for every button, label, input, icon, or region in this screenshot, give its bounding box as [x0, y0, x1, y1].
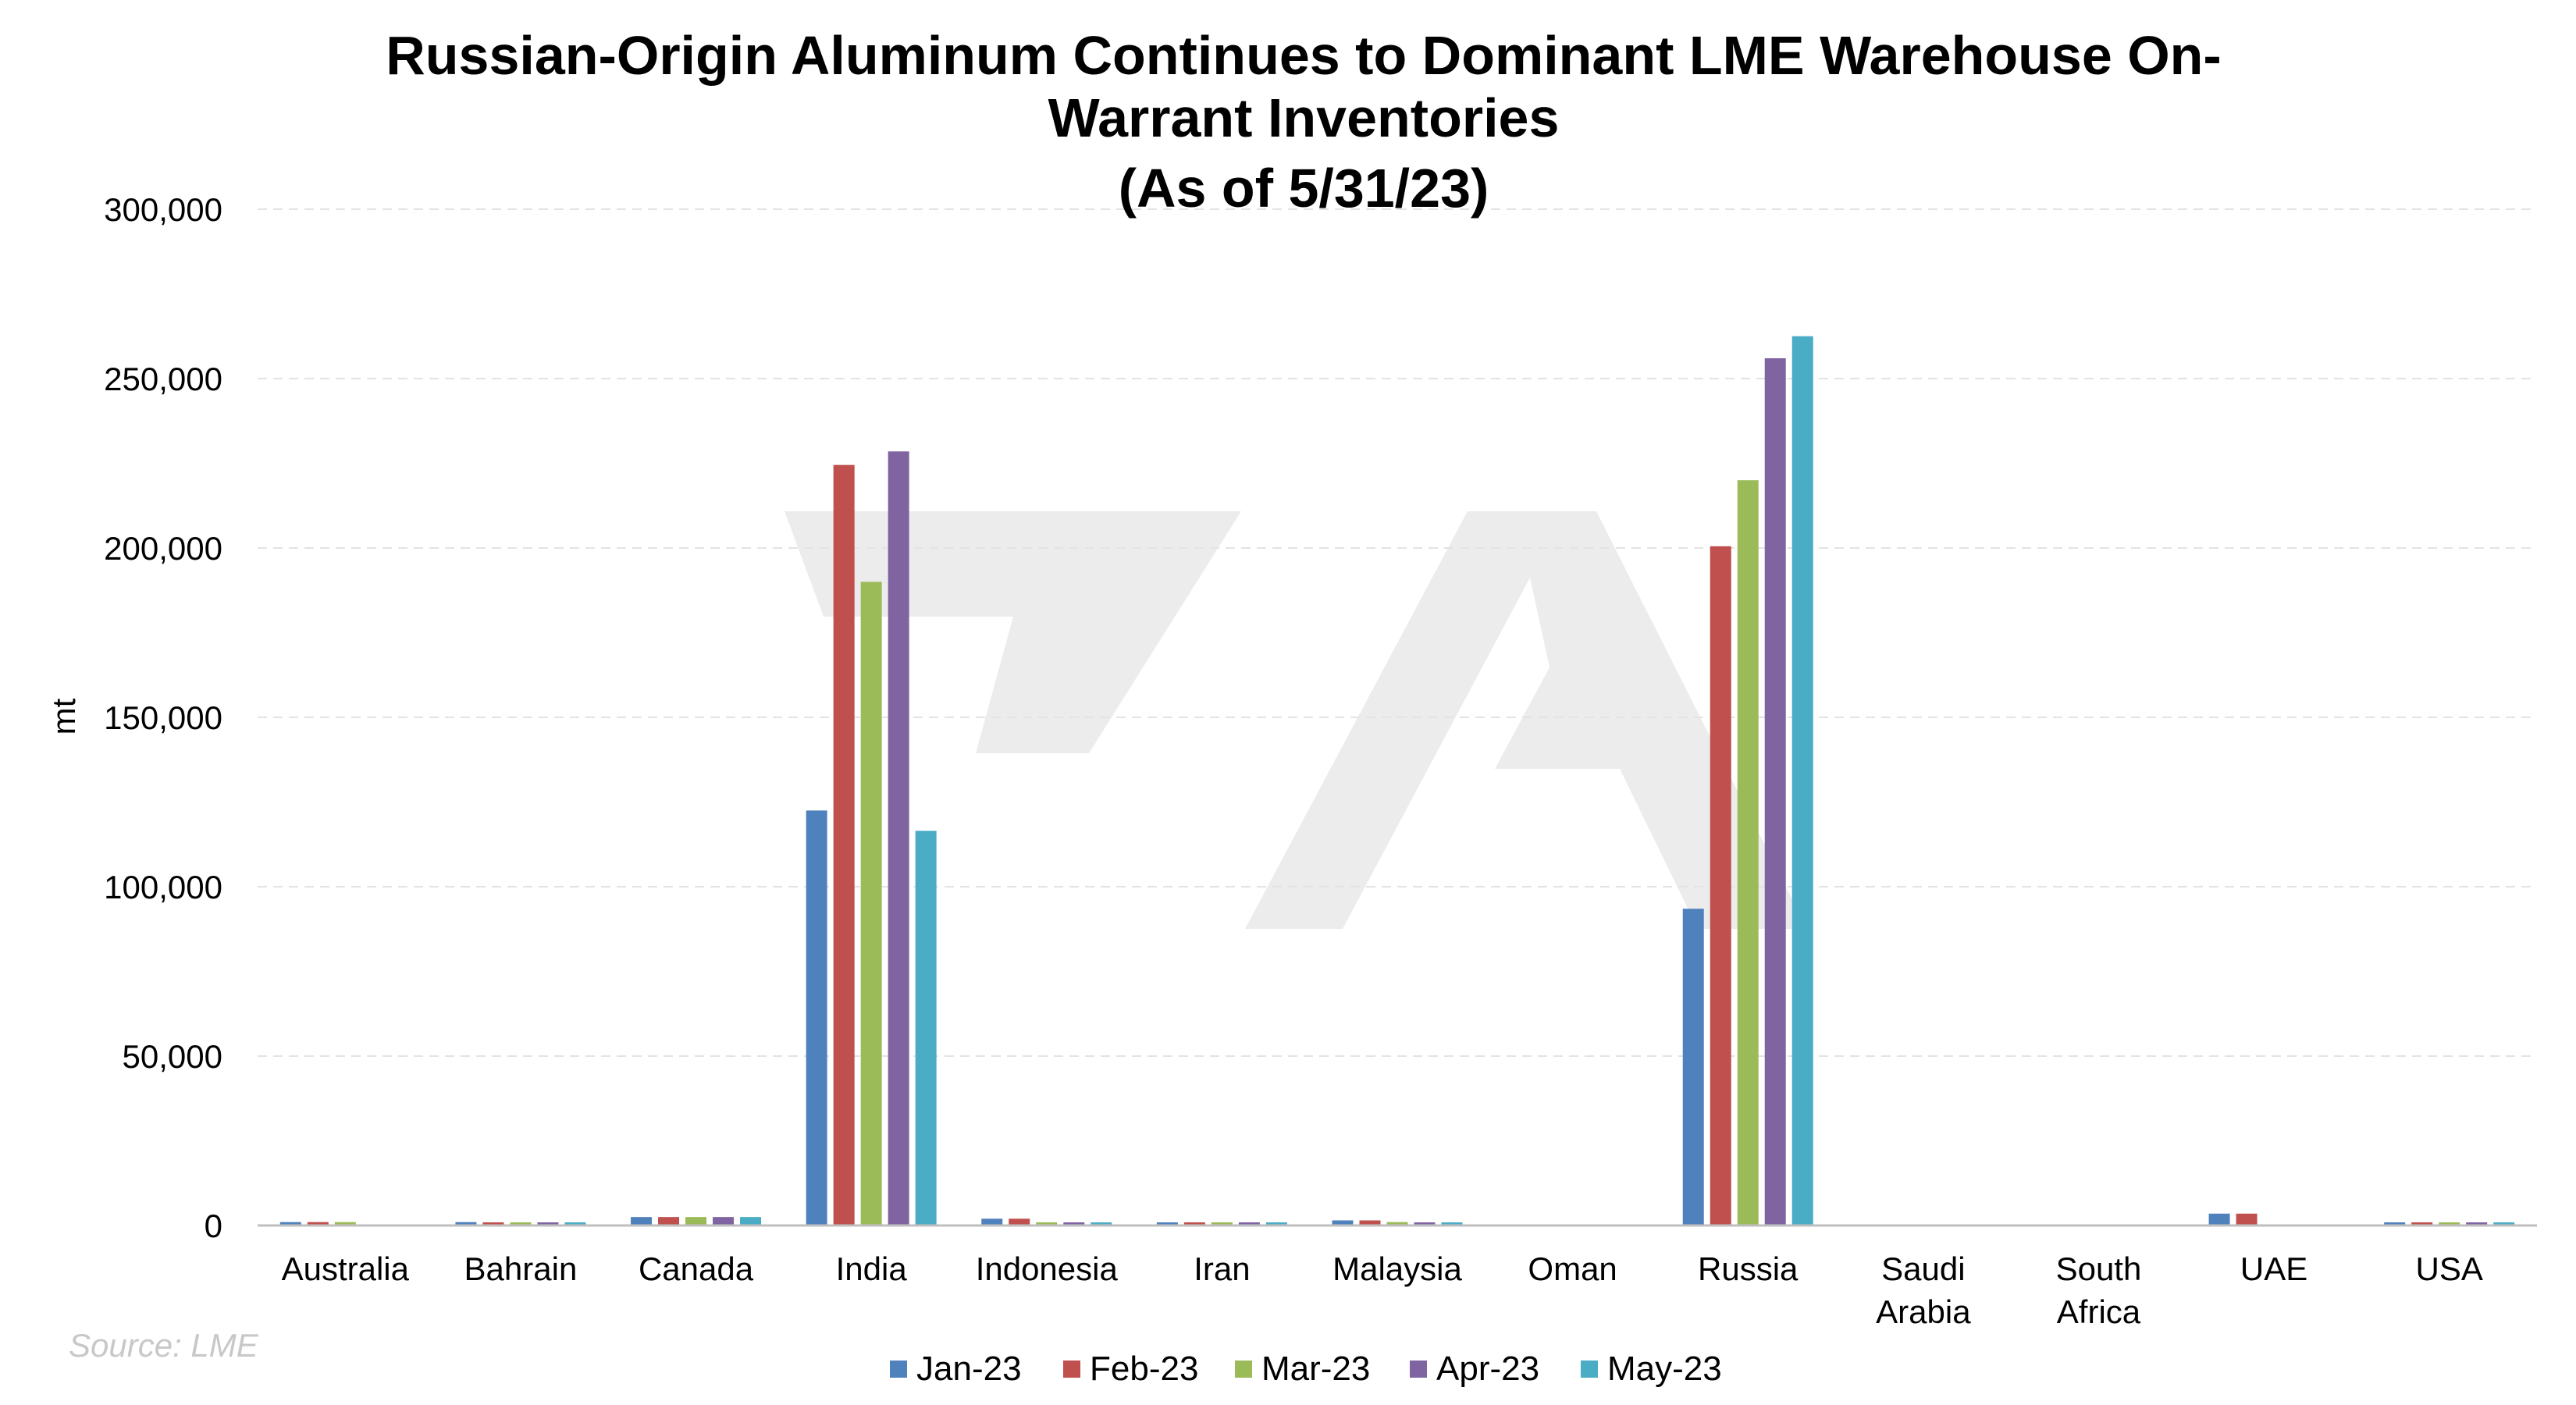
bar-usa-may-23 — [2493, 1222, 2515, 1225]
y-tick-label: 200,000 — [104, 530, 222, 567]
bar-canada-jan-23 — [631, 1217, 653, 1225]
legend-item-may-23: May-23 — [1581, 1350, 1722, 1388]
bar-iran-apr-23 — [1238, 1222, 1260, 1225]
bar-australia-feb-23 — [307, 1222, 329, 1225]
bar-bahrain-feb-23 — [482, 1222, 504, 1225]
legend-item-feb-23: Feb-23 — [1063, 1350, 1198, 1388]
bar-canada-may-23 — [740, 1217, 762, 1225]
bar-canada-feb-23 — [658, 1217, 680, 1225]
y-tick-label: 250,000 — [104, 361, 222, 397]
bar-bahrain-may-23 — [564, 1222, 586, 1225]
bar-india-jan-23 — [806, 810, 827, 1225]
bar-indonesia-jan-23 — [981, 1218, 1003, 1225]
x-tick-label: USA — [2416, 1250, 2483, 1287]
legend-swatch — [1410, 1361, 1427, 1378]
y-tick-label: 0 — [205, 1208, 222, 1244]
bar-malaysia-apr-23 — [1414, 1222, 1436, 1225]
bar-malaysia-feb-23 — [1359, 1220, 1381, 1225]
bar-iran-mar-23 — [1211, 1222, 1233, 1225]
bar-indonesia-apr-23 — [1063, 1222, 1085, 1225]
bar-malaysia-jan-23 — [1332, 1220, 1354, 1225]
bar-iran-may-23 — [1265, 1222, 1287, 1225]
legend-swatch — [890, 1361, 907, 1378]
bar-bahrain-apr-23 — [537, 1222, 559, 1225]
legend-label: Apr-23 — [1436, 1350, 1539, 1388]
x-tick-label: Canada — [639, 1250, 754, 1287]
bar-bahrain-mar-23 — [510, 1222, 532, 1225]
y-tick-label: 300,000 — [104, 191, 222, 228]
x-tick-label: Malaysia — [1332, 1250, 1462, 1287]
x-tick-label: India — [836, 1250, 908, 1287]
y-tick-labels: 0 50,000 100,000 150,000 200,000 250,000 300,0… — [104, 191, 222, 1244]
x-tick-label: South Africa — [2056, 1250, 2142, 1330]
bar-india-mar-23 — [860, 582, 882, 1225]
x-tick-labels: Australia Bahrain Canada India Indonesia Iran… — [282, 1250, 2483, 1330]
legend-item-mar-23: Mar-23 — [1235, 1350, 1370, 1388]
bar-indonesia-feb-23 — [1009, 1218, 1030, 1225]
y-tick-label: 150,000 — [104, 699, 222, 736]
y-axis-label: mt — [45, 698, 82, 735]
bar-india-apr-23 — [888, 451, 909, 1225]
bar-malaysia-may-23 — [1441, 1222, 1463, 1225]
legend: Jan-23 Feb-23 Mar-23 Apr-23 May-23 — [890, 1350, 1722, 1388]
legend-label: Feb-23 — [1090, 1350, 1198, 1388]
bar-uae-feb-23 — [2236, 1213, 2258, 1225]
bar-india-feb-23 — [833, 464, 855, 1225]
gridlines — [258, 208, 2537, 1057]
bar-uae-jan-23 — [2208, 1213, 2230, 1225]
bar-canada-apr-23 — [713, 1217, 735, 1225]
legend-label: Jan-23 — [916, 1350, 1022, 1388]
chart-title-line: Russian-Origin Aluminum Continues to Dom… — [386, 25, 2222, 86]
bar-iran-jan-23 — [1156, 1222, 1178, 1225]
chart-title: Russian-Origin Aluminum Continues to Dom… — [386, 25, 2222, 219]
bar-australia-mar-23 — [334, 1222, 356, 1225]
x-tick-label: Bahrain — [464, 1250, 578, 1287]
bar-russia-mar-23 — [1737, 480, 1759, 1225]
bar-indonesia-mar-23 — [1036, 1222, 1058, 1225]
legend-swatch — [1063, 1361, 1080, 1378]
x-tick-label: UAE — [2240, 1250, 2307, 1287]
x-tick-label: Iran — [1194, 1250, 1250, 1287]
bar-russia-jan-23 — [1682, 909, 1704, 1225]
legend-swatch — [1581, 1361, 1598, 1378]
bar-russia-may-23 — [1791, 336, 1813, 1225]
chart-title-line: Warrant Inventories — [1048, 87, 1560, 148]
bar-indonesia-may-23 — [1091, 1222, 1112, 1225]
watermark-logo — [785, 511, 1807, 929]
bar-canada-mar-23 — [685, 1217, 707, 1225]
y-tick-label: 50,000 — [123, 1038, 222, 1075]
bar-russia-apr-23 — [1764, 357, 1786, 1226]
bar-australia-jan-23 — [279, 1222, 301, 1225]
watermark-shape-a — [1245, 511, 1807, 929]
legend-item-apr-23: Apr-23 — [1410, 1350, 1539, 1388]
bar-usa-mar-23 — [2439, 1222, 2460, 1225]
legend-item-jan-23: Jan-23 — [890, 1350, 1022, 1388]
x-tick-label: Saudi Arabia — [1876, 1250, 1971, 1330]
legend-label: Mar-23 — [1261, 1350, 1370, 1388]
y-tick-label: 100,000 — [104, 869, 222, 905]
bar-usa-apr-23 — [2466, 1222, 2488, 1225]
legend-label: May-23 — [1607, 1350, 1722, 1388]
x-tick-label: Indonesia — [976, 1250, 1119, 1287]
bar-bahrain-jan-23 — [455, 1222, 477, 1225]
bar-russia-feb-23 — [1710, 546, 1731, 1225]
legend-swatch — [1235, 1361, 1252, 1378]
bar-iran-feb-23 — [1183, 1222, 1205, 1225]
bars-group — [279, 336, 2515, 1226]
bar-usa-jan-23 — [2384, 1222, 2406, 1225]
chart-title-line: (As of 5/31/23) — [1119, 158, 1489, 219]
x-tick-label: Oman — [1528, 1250, 1617, 1287]
source-note: Source: LME — [69, 1327, 259, 1364]
bar-malaysia-mar-23 — [1386, 1222, 1408, 1225]
bar-usa-feb-23 — [2411, 1222, 2433, 1225]
bar-india-may-23 — [915, 831, 937, 1225]
x-tick-label: Australia — [282, 1250, 410, 1287]
x-tick-label: Russia — [1698, 1250, 1799, 1287]
